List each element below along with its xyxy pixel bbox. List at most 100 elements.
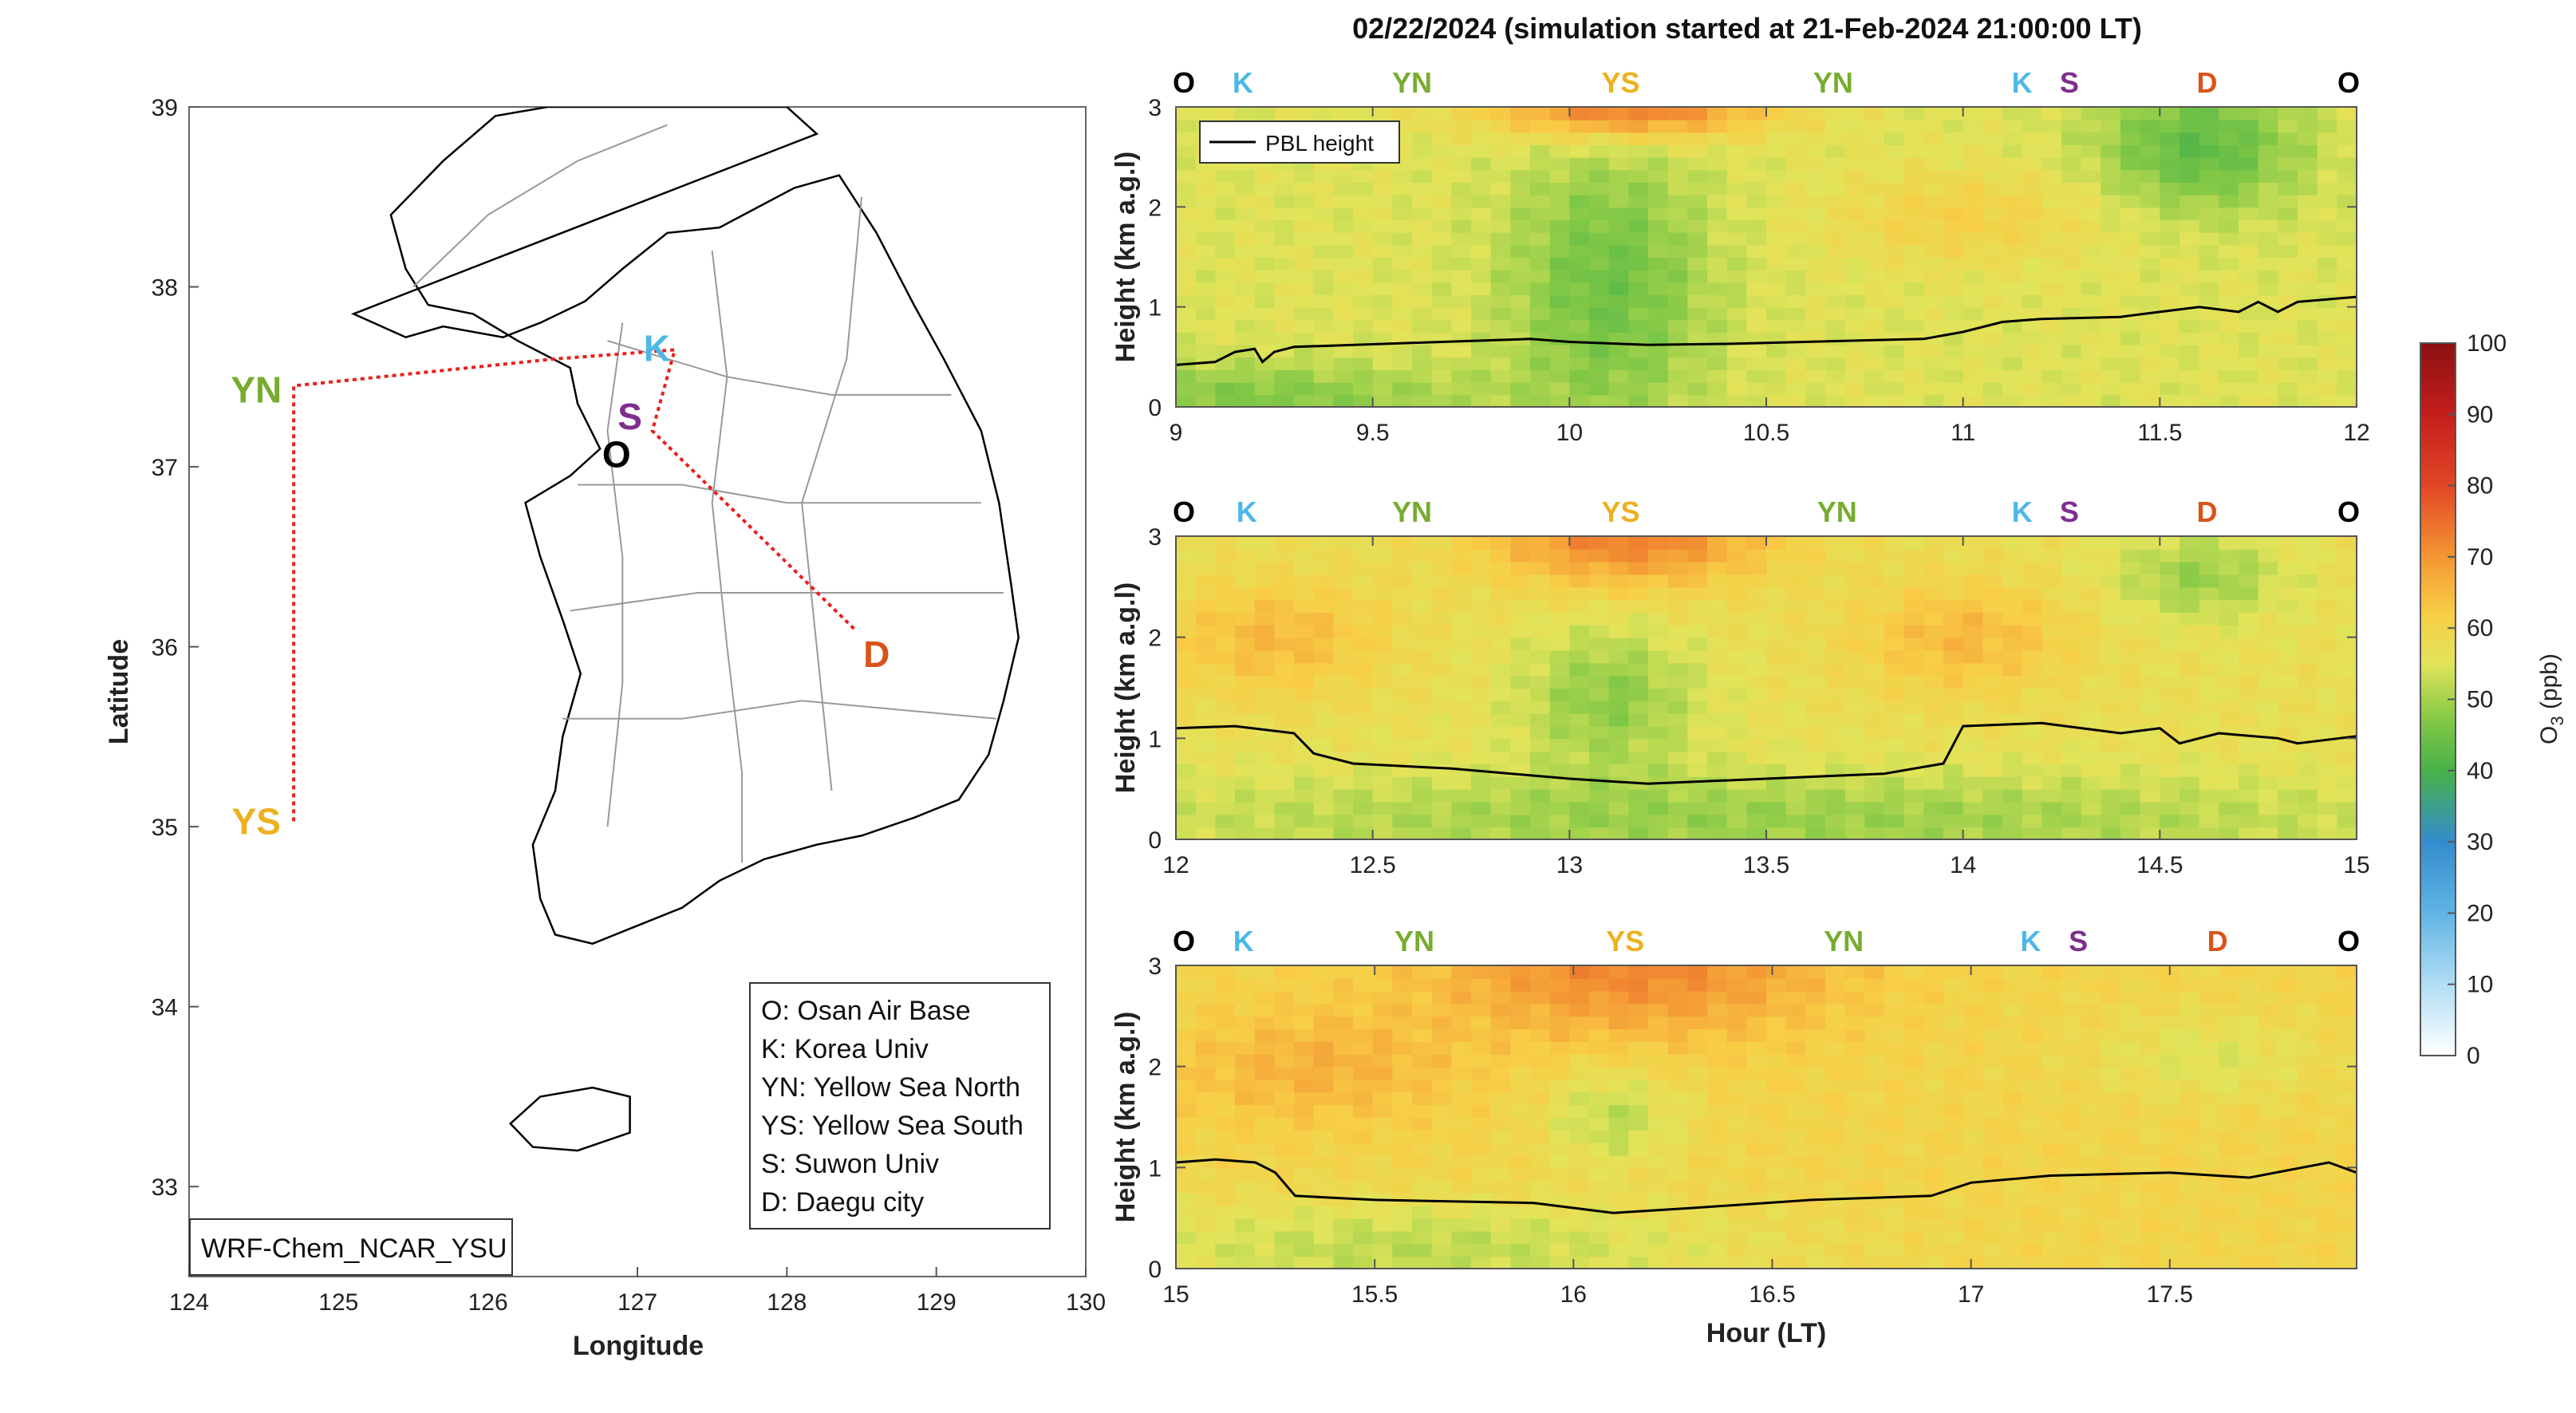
heatmap-cell: [2041, 1041, 2062, 1055]
heatmap-cell: [1825, 965, 1846, 979]
heatmap-cell: [1825, 586, 1846, 601]
heatmap-cell: [1766, 1053, 1787, 1068]
heatmap-cell: [1451, 662, 1472, 677]
heatmap-cell: [1667, 1218, 1689, 1232]
heatmap-cell: [2258, 107, 2279, 120]
heatmap-cell: [2199, 269, 2220, 283]
heatmap-cell: [1333, 1066, 1354, 1080]
heatmap-cell: [1412, 1016, 1433, 1030]
x-tick-label: 17: [1958, 1281, 1984, 1308]
heatmap-cell: [1215, 675, 1236, 689]
heatmap-cell: [1490, 1154, 1512, 1169]
heatmap-cell: [2140, 1053, 2161, 1068]
heatmap-cell: [1353, 688, 1374, 701]
pbl-legend-label: PBL height: [1265, 131, 1374, 156]
heatmap-cell: [1805, 156, 1826, 171]
heatmap-cell: [1589, 1180, 1610, 1194]
x-tick-label: 13: [1556, 852, 1583, 878]
heatmap-cell: [2239, 574, 2259, 588]
heatmap-cell: [2081, 738, 2102, 752]
heatmap-cell: [1176, 1079, 1197, 1093]
heatmap-cell: [1176, 764, 1197, 777]
heatmap-cell: [1884, 1129, 1905, 1143]
heatmap-cell: [1844, 144, 1866, 158]
heatmap-cell: [2140, 776, 2161, 790]
heatmap-cell: [2317, 700, 2338, 714]
heatmap-cell: [1785, 624, 1807, 638]
heatmap-cell: [1943, 965, 1964, 979]
heatmap-cell: [1549, 624, 1571, 638]
heatmap-cell: [1825, 1129, 1846, 1143]
heatmap-cell: [1412, 1066, 1433, 1080]
heatmap-cell: [2317, 675, 2338, 689]
heatmap-cell: [1726, 977, 1748, 992]
heatmap-cell: [1687, 827, 1708, 839]
heatmap-cell: [1215, 1079, 1236, 1093]
station-top-label: O: [1173, 66, 1195, 99]
heatmap-cell: [2061, 194, 2082, 208]
heatmap-cell: [1471, 827, 1492, 839]
heatmap-cell: [2160, 637, 2180, 651]
heatmap-cell: [2278, 675, 2298, 689]
heatmap-cell: [2258, 725, 2279, 740]
heatmap-cell: [2337, 788, 2357, 803]
heatmap-cell: [1805, 1205, 1826, 1219]
heatmap-cell: [1176, 1243, 1197, 1257]
heatmap-cell: [2219, 1154, 2239, 1169]
heatmap-cell: [1943, 394, 1964, 407]
map-ylabel: Latitude: [104, 639, 134, 744]
heatmap-cell: [1274, 381, 1295, 396]
heatmap-cell: [2002, 1142, 2023, 1156]
heatmap-cell: [2140, 814, 2161, 828]
heatmap-cell: [2101, 1154, 2121, 1169]
heatmap-cell: [2120, 1016, 2141, 1030]
heatmap-cell: [1648, 827, 1669, 839]
heatmap-cell: [1687, 1167, 1708, 1182]
heatmap-cell: [1235, 319, 1256, 333]
heatmap-cell: [2002, 536, 2023, 550]
heatmap-cell: [2199, 369, 2220, 383]
heatmap-cell: [1333, 1193, 1354, 1206]
map-x-tick-label: 129: [917, 1289, 957, 1316]
heatmap-cell: [1490, 801, 1512, 815]
heatmap-cell: [1726, 637, 1748, 651]
heatmap-cell: [1530, 294, 1551, 308]
heatmap-cell: [1333, 357, 1354, 370]
heatmap-cell: [2180, 1180, 2200, 1194]
heatmap-cell: [1903, 194, 1925, 208]
heatmap-cell: [1648, 801, 1669, 815]
heatmap-cell: [2061, 1129, 2082, 1143]
heatmap-cell: [1963, 751, 1984, 764]
heatmap-cell: [1825, 1028, 1846, 1042]
heatmap-cell: [1549, 1091, 1571, 1106]
heatmap-cell: [2061, 649, 2082, 664]
heatmap-cell: [2278, 257, 2298, 270]
heatmap-cell: [2337, 965, 2357, 979]
heatmap-cell: [1648, 548, 1669, 562]
heatmap-cell: [2160, 1193, 2180, 1206]
heatmap-cell: [2120, 1091, 2141, 1106]
heatmap-cell: [1884, 1180, 1905, 1194]
heatmap-cell: [1451, 561, 1472, 575]
heatmap-cell: [1667, 1180, 1689, 1194]
heatmap-cell: [1805, 1129, 1826, 1143]
heatmap-cell: [2041, 561, 2062, 575]
heatmap-cell: [1176, 219, 1197, 233]
heatmap-cell: [1569, 306, 1590, 321]
heatmap-cell: [2239, 637, 2259, 651]
heatmap-cell: [1451, 1167, 1472, 1182]
heatmap-cell: [1235, 244, 1256, 258]
heatmap-cell: [1471, 561, 1492, 575]
heatmap-cell: [1333, 107, 1354, 120]
heatmap-cell: [2022, 1205, 2043, 1219]
heatmap-cell: [1569, 561, 1590, 575]
heatmap-cell: [1726, 1142, 1748, 1156]
heatmap-cell: [1195, 700, 1217, 714]
heatmap-cell: [1530, 1180, 1551, 1194]
heatmap-cell: [2337, 344, 2357, 358]
heatmap-cell: [1923, 182, 1944, 195]
heatmap-cell: [2199, 182, 2220, 195]
heatmap-cell: [1982, 649, 2003, 664]
heatmap-cell: [1864, 586, 1885, 601]
heatmap-cell: [2278, 1104, 2298, 1118]
